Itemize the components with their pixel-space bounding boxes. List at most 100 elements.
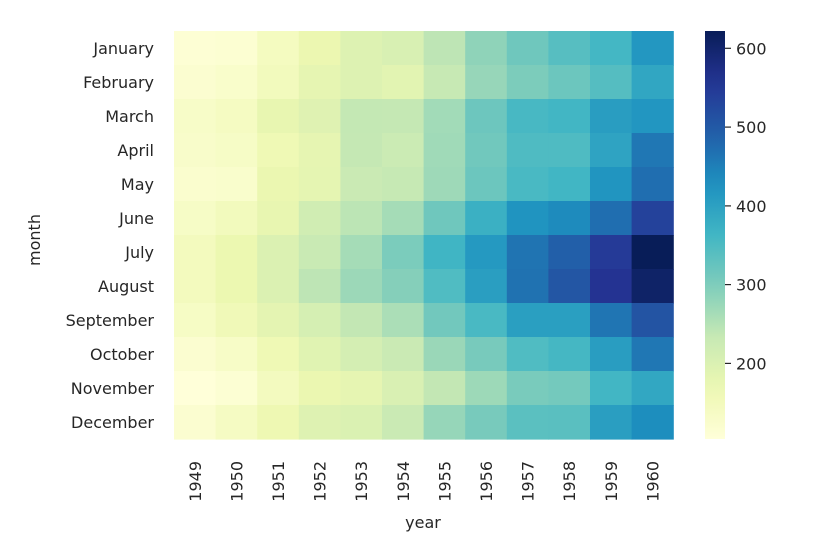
heatmap-cell (382, 371, 425, 406)
heatmap-cell (174, 337, 217, 372)
heatmap-cell (423, 65, 466, 100)
x-axis-title: year (405, 513, 441, 532)
heatmap-cell (506, 31, 549, 66)
y-tick-label: September (66, 311, 155, 330)
heatmap-cell (590, 405, 633, 440)
heatmap-cell (257, 99, 300, 134)
heatmap-cell (631, 235, 674, 270)
x-tick-label: 1950 (227, 461, 246, 502)
heatmap-cell (548, 65, 591, 100)
heatmap-cell (423, 303, 466, 338)
heatmap-cell (215, 167, 258, 202)
heatmap-cell (423, 133, 466, 168)
heatmap-cell (257, 65, 300, 100)
x-tick-label: 1954 (394, 461, 413, 502)
y-tick-label: February (83, 73, 154, 92)
heatmap-cell (423, 235, 466, 270)
heatmap-cell (465, 31, 508, 66)
heatmap-cell (506, 235, 549, 270)
heatmap-cell (590, 303, 633, 338)
heatmap-cell (423, 371, 466, 406)
colorbar-tick-label: 400 (736, 197, 767, 216)
heatmap-cell (215, 201, 258, 236)
colorbar (705, 31, 725, 439)
heatmap-cell (631, 31, 674, 66)
heatmap-cell (631, 201, 674, 236)
y-tick-label: June (118, 209, 154, 228)
heatmap-cell (174, 235, 217, 270)
heatmap-cell (631, 167, 674, 202)
heatmap-cell (340, 337, 383, 372)
heatmap-cell (548, 371, 591, 406)
y-tick-label: May (121, 175, 154, 194)
heatmap-cell (382, 167, 425, 202)
heatmap-cell (382, 337, 425, 372)
heatmap-cell (465, 405, 508, 440)
heatmap-cell (631, 405, 674, 440)
heatmap-cell (631, 99, 674, 134)
colorbar-tick-label: 300 (736, 276, 767, 295)
heatmap-cell (215, 303, 258, 338)
heatmap-cell (506, 167, 549, 202)
heatmap-cell (382, 269, 425, 304)
heatmap-cell (506, 65, 549, 100)
heatmap-cell (382, 303, 425, 338)
heatmap-cell (548, 337, 591, 372)
y-tick-label: March (105, 107, 154, 126)
heatmap-cell (506, 133, 549, 168)
x-tick-label: 1958 (560, 461, 579, 502)
heatmap-cell (174, 371, 217, 406)
heatmap-cell (298, 269, 341, 304)
colorbar-tick-label: 600 (736, 39, 767, 58)
heatmap-cell (174, 99, 217, 134)
y-tick-label: August (98, 277, 154, 296)
heatmap-cell (257, 337, 300, 372)
heatmap-cell (465, 235, 508, 270)
heatmap-cell (257, 133, 300, 168)
heatmap-cell (590, 31, 633, 66)
heatmap-cell (506, 405, 549, 440)
heatmap-cell (340, 201, 383, 236)
heatmap-cell (215, 235, 258, 270)
heatmap-cell (590, 65, 633, 100)
heatmap-cell (382, 201, 425, 236)
y-tick-label: November (71, 379, 155, 398)
heatmap-cell (631, 269, 674, 304)
colorbar-tick-label: 200 (736, 354, 767, 373)
heatmap-cell (506, 337, 549, 372)
heatmap-cell (590, 269, 633, 304)
heatmap-cell (548, 167, 591, 202)
heatmap-cell (631, 65, 674, 100)
heatmap-cell (465, 303, 508, 338)
heatmap-cell (257, 371, 300, 406)
heatmap-cell (298, 371, 341, 406)
heatmap-cell (465, 65, 508, 100)
y-tick-label: April (117, 141, 154, 160)
x-tick-label: 1955 (435, 461, 454, 502)
heatmap-cell (340, 133, 383, 168)
heatmap-cell (340, 31, 383, 66)
y-tick-label: October (90, 345, 154, 364)
heatmap-cell (174, 303, 217, 338)
heatmap-cell (423, 99, 466, 134)
y-tick-labels: January February March April May June July Augu… (66, 39, 155, 432)
heatmap-cell (298, 235, 341, 270)
heatmap-cell (631, 371, 674, 406)
heatmap-cell (174, 167, 217, 202)
heatmap-cell (548, 201, 591, 236)
heatmap-cell (298, 167, 341, 202)
y-tick-label: January (92, 39, 154, 58)
x-tick-labels: 1949 1950 1951 1952 1953 1954 1955 1956 1957 1958… (186, 461, 663, 502)
y-axis-title: month (25, 214, 44, 266)
heatmap-cell (257, 201, 300, 236)
heatmap-cell (340, 99, 383, 134)
y-tick-label: July (124, 243, 154, 262)
heatmap-cell (340, 371, 383, 406)
heatmap-cell (506, 371, 549, 406)
colorbar-tick-label: 500 (736, 118, 767, 137)
x-tick-label: 1952 (311, 461, 330, 502)
heatmap-cell (506, 201, 549, 236)
heatmap-cell (257, 303, 300, 338)
heatmap-cell (590, 201, 633, 236)
